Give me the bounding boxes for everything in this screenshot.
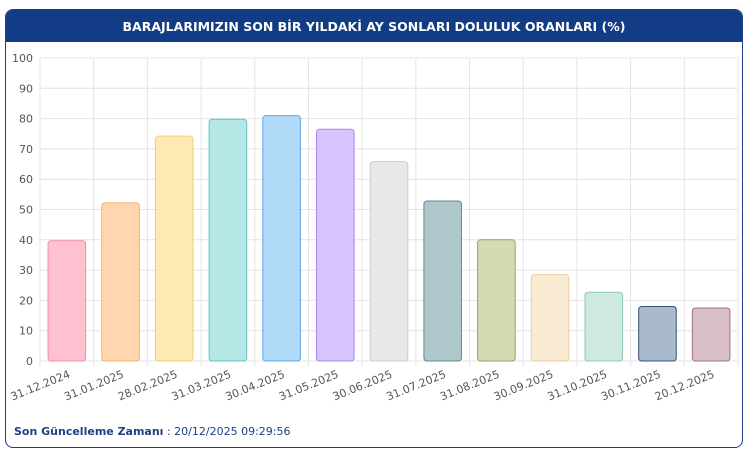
x-tick-label: 31.05.2025 — [277, 368, 340, 404]
x-tick-label: 31.08.2025 — [438, 368, 501, 404]
footer-label: Son Güncelleme Zamanı — [14, 425, 164, 438]
y-tick-label: 0 — [26, 355, 33, 368]
bar — [262, 115, 301, 362]
x-tick-label: 31.10.2025 — [546, 368, 609, 404]
x-tick-label: 30.04.2025 — [223, 368, 286, 404]
bar — [638, 305, 677, 362]
y-tick-label: 90 — [19, 82, 33, 95]
x-tick-label: 31.07.2025 — [385, 368, 448, 404]
x-tick-label: 30.11.2025 — [599, 368, 662, 404]
bar — [208, 118, 248, 362]
x-tick-label: 31.12.2024 — [9, 368, 72, 404]
y-tick-label: 10 — [19, 325, 33, 338]
bar — [530, 274, 570, 362]
bar — [154, 135, 194, 362]
bar — [477, 239, 516, 362]
x-tick-label: 31.01.2025 — [62, 368, 125, 404]
bar — [423, 200, 462, 362]
bar — [584, 291, 624, 362]
x-tick-label: 30.06.2025 — [331, 368, 394, 404]
x-tick-label: 30.09.2025 — [492, 368, 555, 404]
bar — [101, 202, 140, 362]
x-tick-label: 28.02.2025 — [116, 368, 179, 404]
footer-separator: : — [166, 425, 171, 438]
bar — [369, 161, 409, 362]
bar — [691, 307, 731, 362]
y-tick-label: 100 — [12, 52, 33, 65]
y-tick-label: 80 — [19, 113, 33, 126]
bar — [47, 240, 87, 362]
y-tick-label: 70 — [19, 143, 33, 156]
y-tick-label: 20 — [19, 294, 33, 307]
footer: Son Güncelleme Zamanı : 20/12/2025 09:29… — [14, 425, 290, 438]
y-tick-label: 40 — [19, 234, 33, 247]
footer-value: 20/12/2025 09:29:56 — [174, 425, 291, 438]
x-tick-label: 20.12.2025 — [653, 368, 716, 404]
y-tick-label: 50 — [19, 204, 33, 217]
chart-title: BARAJLARIMIZIN SON BİR YILDAKİ AY SONLAR… — [6, 10, 742, 42]
bar — [316, 128, 355, 362]
y-tick-label: 60 — [19, 173, 33, 186]
y-tick-label: 30 — [19, 264, 33, 277]
x-tick-label: 31.03.2025 — [170, 368, 233, 404]
